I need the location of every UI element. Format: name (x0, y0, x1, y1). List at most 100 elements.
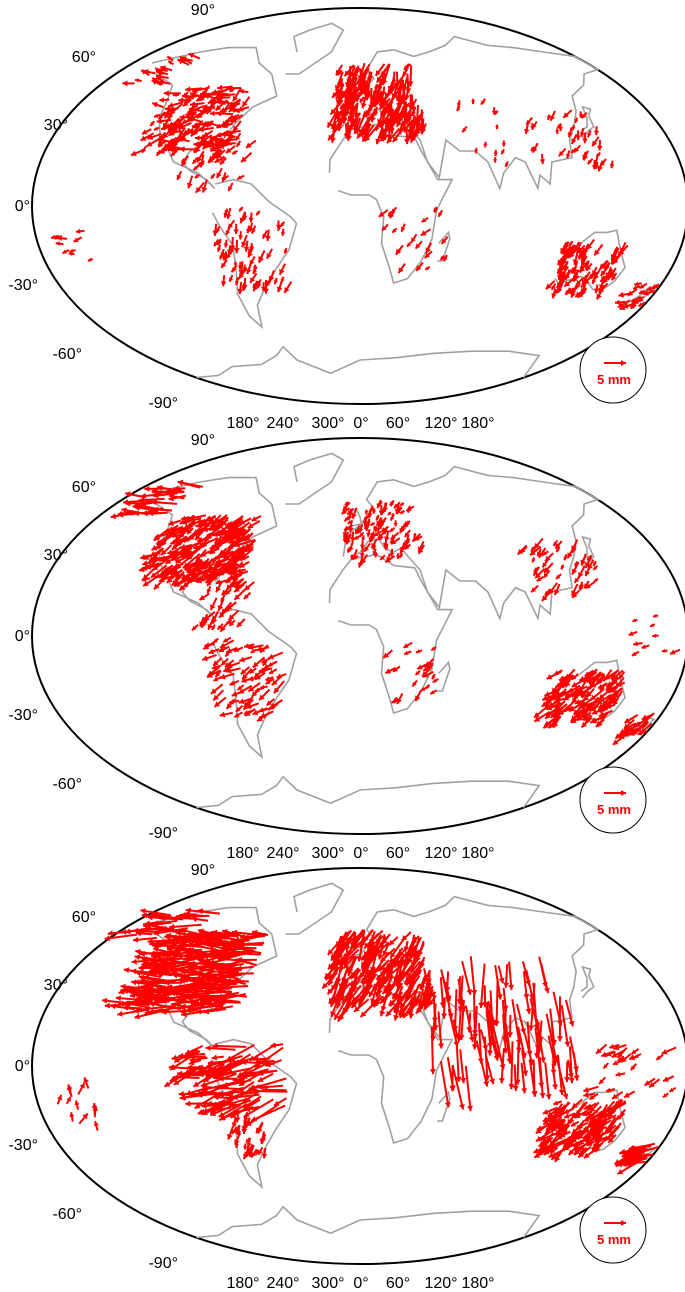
latitude-label: -60° (52, 776, 82, 793)
vector-arrowhead (378, 510, 384, 516)
vector-arrowhead (189, 106, 195, 113)
vector-arrowhead (260, 1138, 266, 1144)
vector-arrowhead (220, 281, 227, 287)
vector-arrowhead (185, 86, 191, 93)
vector-arrowhead (157, 484, 163, 491)
vector-arrowhead (600, 270, 607, 276)
vector-arrowhead (408, 133, 415, 139)
vector-arrowhead (387, 511, 392, 515)
vector-arrowhead (393, 523, 398, 527)
vector-arrowhead (216, 123, 222, 129)
vector-arrowhead (572, 592, 578, 598)
vector-arrowhead (104, 1002, 110, 1009)
longitude-label: 180° (461, 415, 494, 432)
scale-legend-label: 5 mm (597, 372, 631, 387)
vector-arrowhead (229, 962, 236, 968)
vector-arrowhead (438, 1043, 444, 1049)
vector-arrowhead (459, 1104, 465, 1110)
vector-arrowhead (182, 549, 189, 554)
vector-arrowhead (205, 1045, 211, 1052)
displacement-vector (195, 953, 228, 960)
vector-arrowhead (525, 1008, 532, 1014)
vector-arrowhead (608, 687, 614, 693)
vector-arrowhead (376, 520, 382, 526)
vector-arrowhead (572, 276, 578, 282)
coastline-australia (554, 229, 626, 291)
scale-legend-label: 5 mm (597, 802, 631, 817)
vector-arrowhead (358, 1002, 364, 1009)
vector-arrowhead (478, 1002, 485, 1008)
vector-arrowhead (502, 1047, 509, 1053)
vector-arrowhead (265, 235, 271, 241)
vector-arrowhead (229, 621, 234, 626)
vector-arrowhead (380, 136, 386, 142)
vector-arrowhead (236, 621, 243, 627)
vector-arrowhead (171, 971, 178, 978)
vector-arrowhead (226, 667, 232, 674)
vector-arrowhead (217, 92, 223, 99)
vector-arrowhead (360, 1011, 367, 1017)
displacement-vector (226, 1043, 255, 1062)
vector-arrowhead (591, 717, 598, 723)
vector-arrowhead (530, 126, 535, 130)
vector-arrowhead (368, 948, 375, 954)
vector-arrowhead (171, 940, 177, 947)
vector-arrowhead (373, 110, 379, 116)
vector-arrowhead (344, 538, 348, 542)
vector-arrowhead (370, 112, 375, 117)
vector-arrowhead (592, 140, 598, 147)
vector-arrowhead (118, 511, 124, 518)
vector-arrowhead (231, 569, 237, 575)
vector-arrowhead (178, 532, 185, 538)
vector-arrowhead (196, 539, 203, 545)
vector-arrowhead (229, 680, 235, 686)
vector-arrowhead (406, 990, 412, 997)
vector-arrowhead (229, 249, 234, 255)
vector-arrowhead (174, 574, 181, 581)
vector-arrowhead (613, 689, 619, 694)
displacement-vector (231, 931, 262, 937)
vector-arrowhead (578, 691, 583, 697)
vector-arrowhead (508, 1084, 515, 1090)
vector-arrowhead (203, 574, 209, 580)
vector-arrowhead (600, 276, 606, 282)
vector-arrowhead (366, 524, 371, 528)
vector-arrowhead (401, 101, 408, 107)
vector-arrowhead (143, 69, 149, 75)
vector-arrowhead (196, 95, 203, 101)
vector-arrowhead (407, 105, 414, 111)
vector-arrowhead (370, 522, 375, 526)
vector-arrowhead (142, 148, 147, 153)
vector-arrowhead (219, 1115, 226, 1121)
vector-arrowhead (542, 562, 548, 568)
vector-arrowhead (591, 279, 597, 284)
vector-arrowhead (203, 957, 209, 963)
vector-arrowhead (244, 542, 251, 549)
vector-arrowhead (568, 706, 575, 712)
vector-arrowhead (68, 251, 73, 256)
vector-arrowhead (357, 529, 362, 534)
vector-arrowhead (391, 208, 396, 213)
vector-arrowhead (556, 1036, 563, 1042)
vector-arrowhead (415, 129, 421, 136)
vector-arrowhead (471, 100, 476, 104)
vector-arrowhead (341, 114, 347, 120)
vector-arrowhead (434, 208, 438, 213)
vector-arrowhead (578, 584, 584, 590)
longitude-label: 180° (226, 415, 259, 432)
vector-arrowhead (169, 923, 175, 930)
vector-arrowhead (392, 136, 399, 143)
vector-arrowhead (135, 78, 139, 83)
vector-arrowhead (388, 939, 395, 946)
vector-arrowhead (220, 625, 226, 632)
vector-arrowhead (330, 973, 336, 980)
vector-arrowhead (413, 989, 419, 996)
vector-arrowhead (552, 1055, 559, 1061)
vector-arrowhead (147, 134, 154, 140)
vector-arrowhead (590, 682, 597, 688)
vector-arrowhead (425, 247, 431, 254)
vector-arrowhead (178, 526, 185, 532)
displacement-vector (560, 1005, 569, 1047)
vector-arrowhead (407, 1008, 413, 1015)
vector-arrowhead (235, 533, 242, 540)
